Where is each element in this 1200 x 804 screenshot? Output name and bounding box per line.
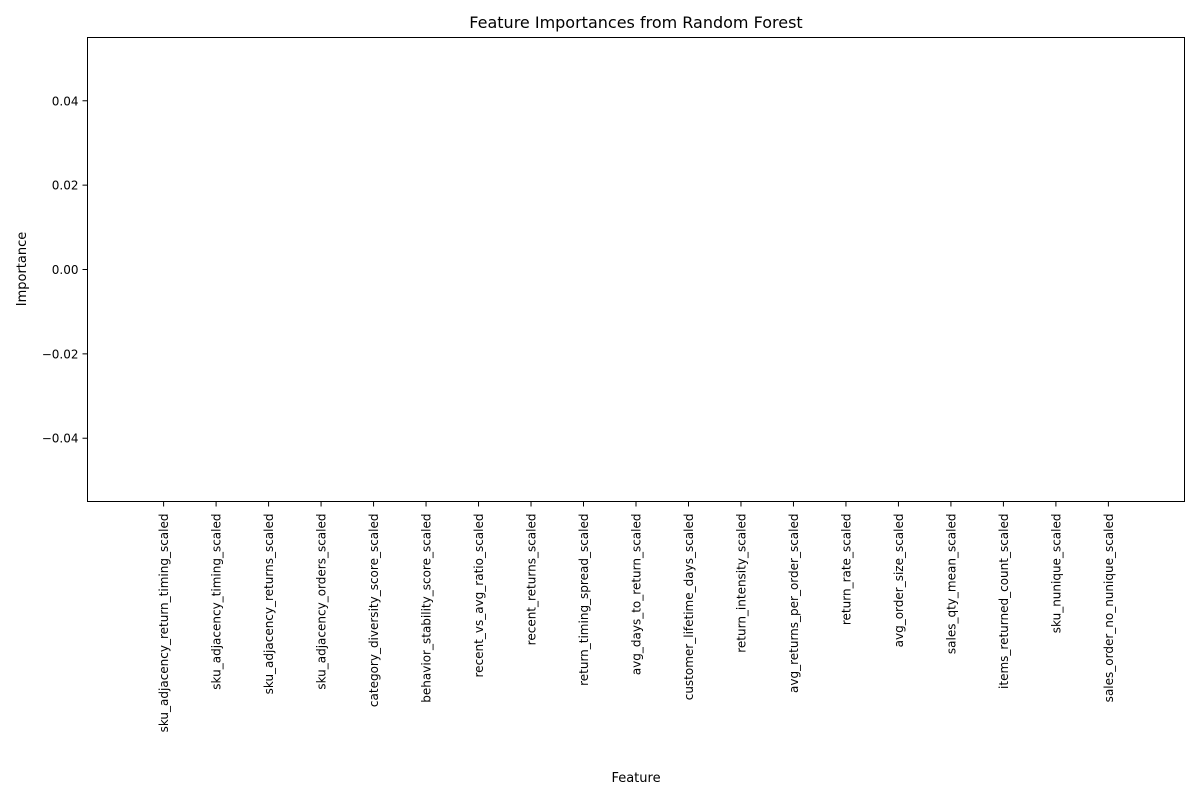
y-tick-label: 0.00 bbox=[52, 263, 79, 277]
y-tick-label: −0.02 bbox=[42, 347, 79, 361]
x-tick-label: category_diversity_score_scaled bbox=[367, 514, 381, 708]
x-tick-label: sales_order_no_nunique_scaled bbox=[1102, 514, 1116, 703]
x-tick-label: avg_returns_per_order_scaled bbox=[787, 514, 801, 693]
x-tick-label: sales_qty_mean_scaled bbox=[944, 514, 958, 655]
x-tick-label: avg_order_size_scaled bbox=[892, 514, 906, 648]
x-tick-label: return_timing_spread_scaled bbox=[577, 514, 591, 686]
x-tick-label: sku_adjacency_timing_scaled bbox=[210, 514, 224, 690]
x-tick-label: items_returned_count_scaled bbox=[997, 514, 1011, 689]
x-tick-label: return_rate_scaled bbox=[839, 514, 853, 626]
x-tick-label: sku_adjacency_orders_scaled bbox=[315, 514, 329, 690]
y-tick-label: 0.02 bbox=[52, 179, 79, 193]
x-axis: sku_adjacency_return_timing_scaled sku_ad… bbox=[157, 501, 1116, 733]
x-tick-label: behavior_stability_score_scaled bbox=[420, 514, 434, 703]
x-tick-label: sku_nunique_scaled bbox=[1049, 514, 1063, 634]
x-tick-label: customer_lifetime_days_scaled bbox=[682, 514, 696, 701]
y-axis: −0.04 −0.02 0.00 0.02 0.04 bbox=[42, 94, 88, 446]
x-tick-label: sku_adjacency_return_timing_scaled bbox=[157, 514, 171, 733]
chart-title: Feature Importances from Random Forest bbox=[469, 13, 802, 32]
x-tick-label: return_intensity_scaled bbox=[734, 514, 748, 653]
plot-area-frame bbox=[87, 37, 1185, 502]
x-tick-label: avg_days_to_return_scaled bbox=[630, 514, 644, 676]
x-tick-label: recent_returns_scaled bbox=[525, 514, 539, 646]
y-tick-label: 0.04 bbox=[52, 94, 79, 108]
x-tick-label: sku_adjacency_returns_scaled bbox=[262, 514, 276, 695]
x-axis-label: Feature bbox=[611, 771, 660, 786]
y-tick-label: −0.04 bbox=[42, 432, 79, 446]
x-tick-label: recent_vs_avg_ratio_scaled bbox=[472, 514, 486, 678]
y-axis-label: Importance bbox=[15, 232, 30, 307]
